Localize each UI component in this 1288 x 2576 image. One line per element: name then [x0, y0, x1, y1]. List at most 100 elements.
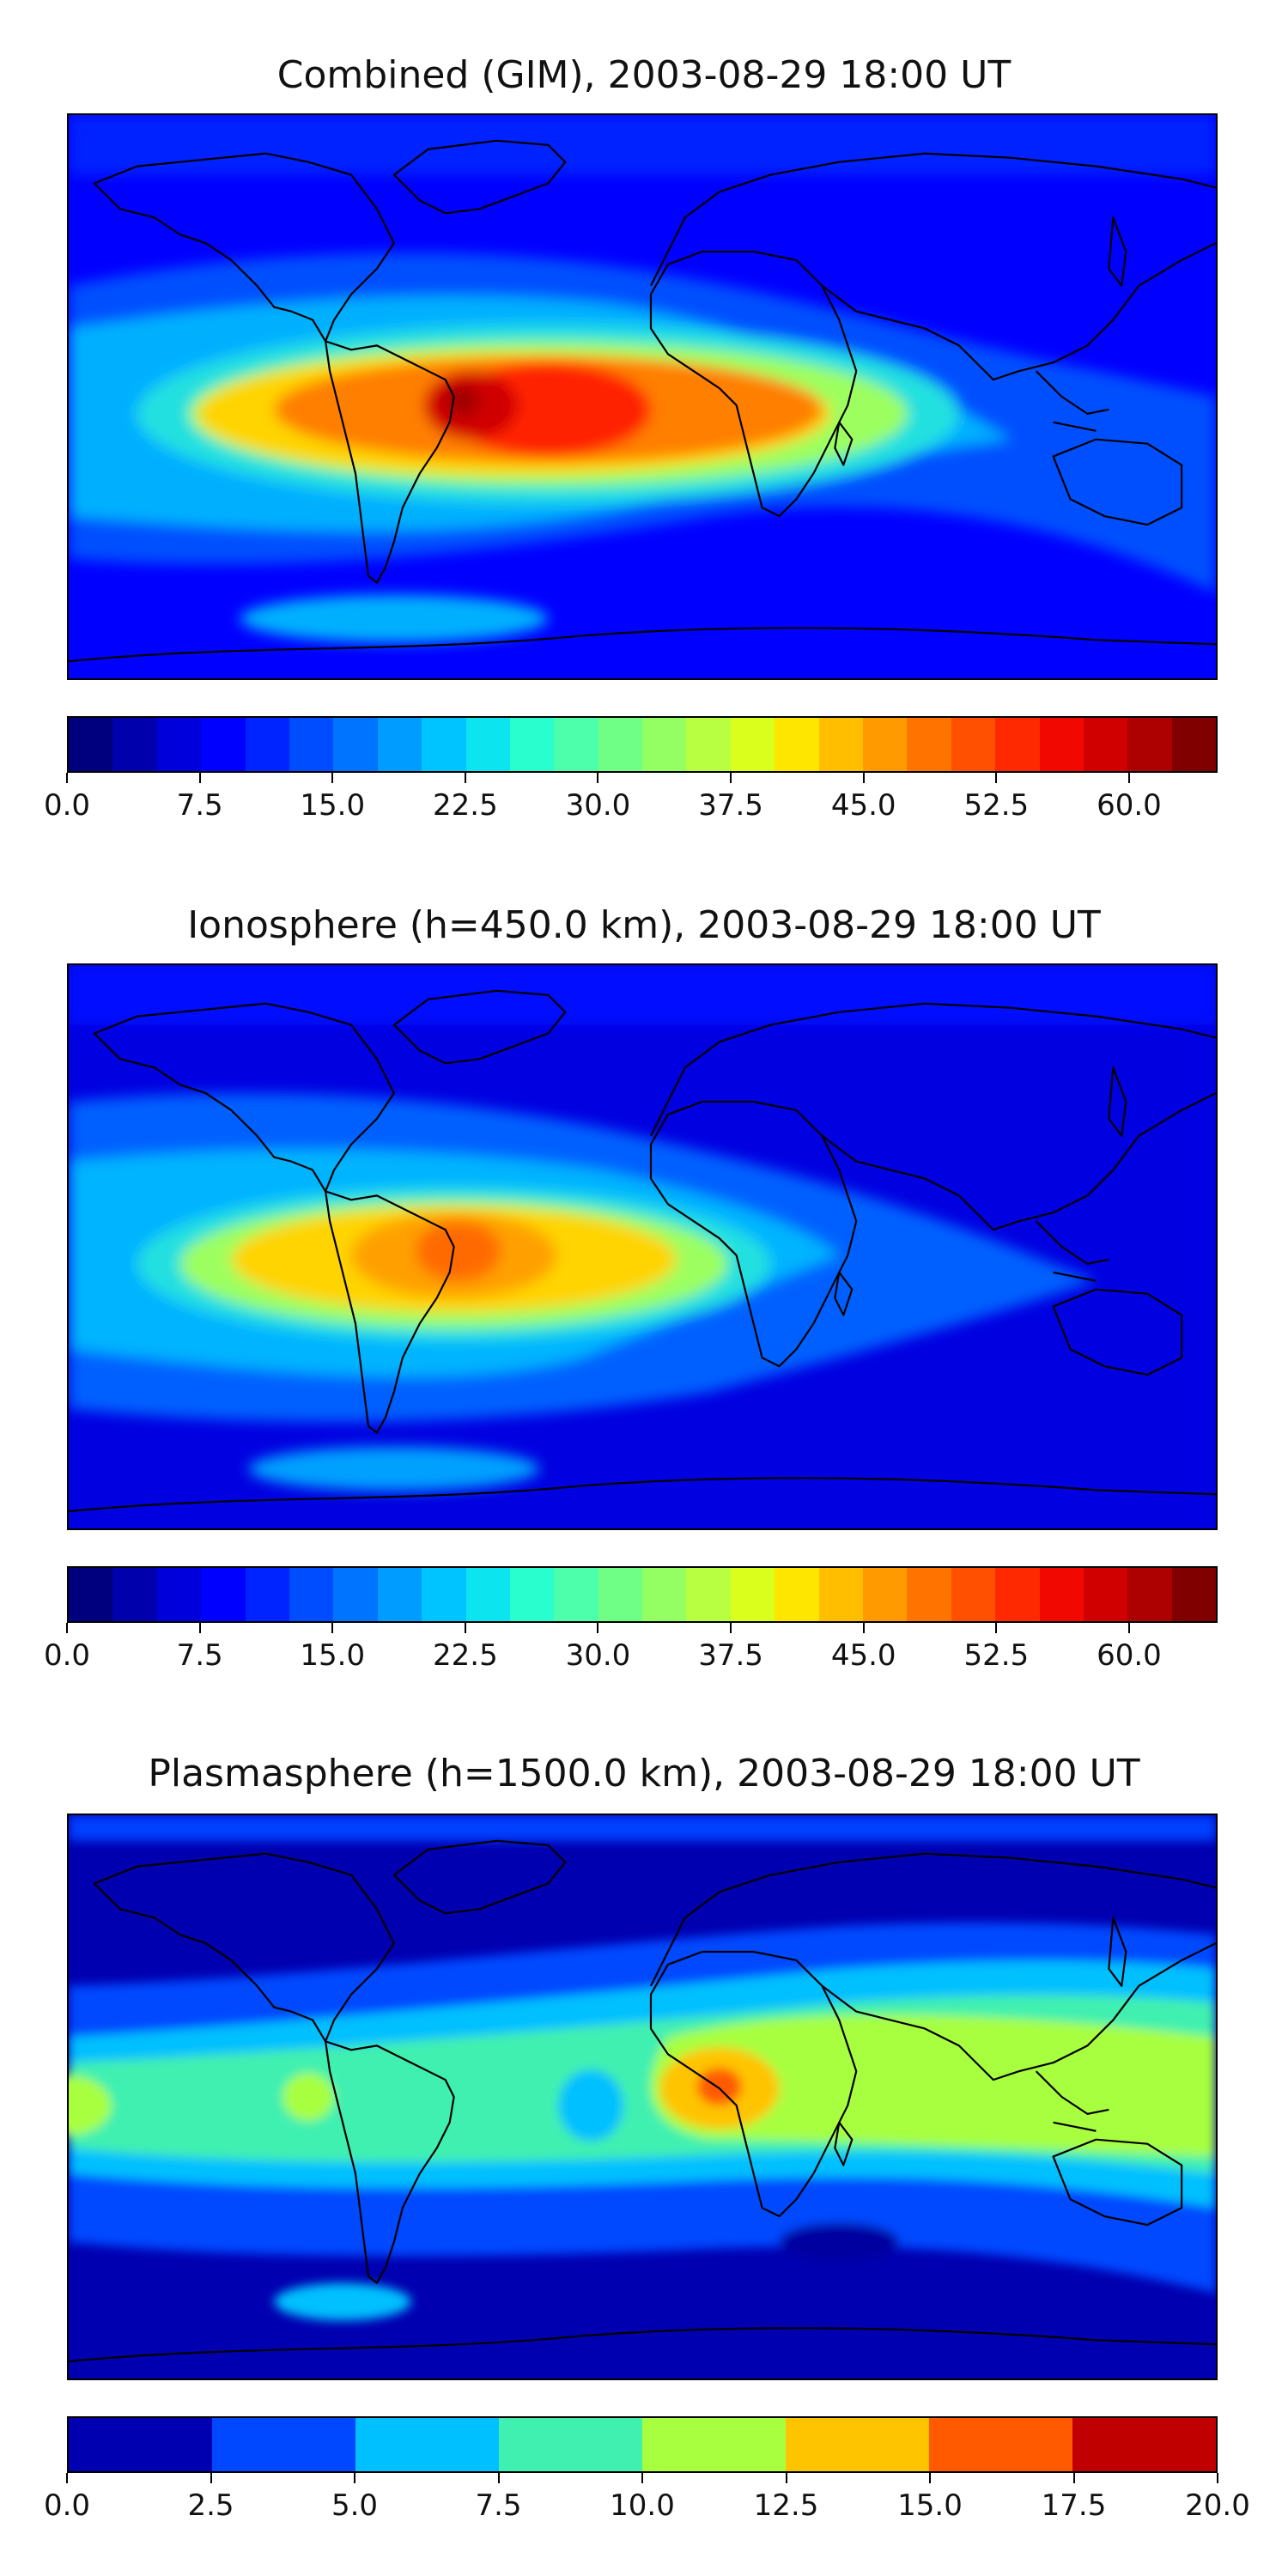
colorbar-tick-label: 45.0: [830, 1638, 896, 1673]
cbar-3-seg: [499, 2418, 642, 2471]
cbar-1-seg: [818, 718, 864, 771]
panel-2-map-svg: [69, 965, 1216, 1528]
cbar-1-seg: [509, 718, 555, 771]
colorbar-tick-label: 0.0: [43, 788, 91, 823]
cbar-1-seg: [995, 718, 1040, 771]
colorbar-tick-label: 7.5: [176, 788, 223, 823]
cbar-3-seg: [1072, 2418, 1216, 2471]
cbar-1-seg: [642, 718, 687, 771]
colorbar-tick-mark: [331, 1623, 334, 1633]
colorbar-tick-label: 37.5: [698, 1638, 763, 1673]
cbar-1-seg: [686, 718, 731, 771]
colorbar-tick-label: 17.5: [1041, 2488, 1107, 2523]
cbar-2-seg: [69, 1568, 113, 1621]
colorbar-tick-label: 30.0: [565, 788, 631, 823]
cbar-2-seg: [156, 1568, 202, 1621]
colorbar-tick-mark: [66, 773, 68, 783]
cbar-2-seg: [907, 1568, 951, 1621]
cbar-1-seg: [201, 718, 246, 771]
panel-3-hole: [558, 2069, 624, 2142]
cbar-2-seg: [686, 1568, 731, 1621]
cbar-2-seg: [730, 1568, 775, 1621]
panel-3-coastlines: [69, 1839, 1216, 2363]
cbar-2-seg: [289, 1568, 334, 1621]
cbar-1-seg: [69, 718, 113, 771]
colorbar-tick-mark: [66, 1623, 68, 1633]
cbar-1-seg: [554, 718, 598, 771]
cbar-1-seg: [156, 718, 202, 771]
colorbar-tick-mark: [198, 773, 201, 783]
cbar-1-seg: [245, 718, 289, 771]
colorbar-tick-mark: [641, 2473, 643, 2483]
colorbar-tick-label: 15.0: [300, 1638, 366, 1673]
cbar-1-seg: [1127, 718, 1172, 771]
panel-3-colorbar: [67, 2416, 1218, 2473]
cbar-2-seg: [333, 1568, 378, 1621]
colorbar-tick-label: 45.0: [830, 788, 896, 823]
cbar-1-seg: [289, 718, 334, 771]
colorbar-tick-mark: [198, 1623, 201, 1633]
cbar-2-seg: [509, 1568, 555, 1621]
cbar-1-seg: [730, 718, 775, 771]
colorbar-tick-mark: [1127, 773, 1130, 783]
panel-3-south-patch: [274, 2282, 411, 2321]
cbar-1-seg: [598, 718, 643, 771]
colorbar-tick-mark: [497, 2473, 500, 2483]
colorbar-tick-mark: [929, 2473, 931, 2483]
colorbar-tick-mark: [597, 1623, 599, 1633]
cbar-1-seg: [775, 718, 819, 771]
panel-3-small-patch: [283, 2073, 335, 2121]
panel-2-south-patch: [248, 1446, 540, 1492]
panel-3-west-patch: [69, 2075, 112, 2136]
cbar-3-seg: [929, 2418, 1072, 2471]
cbar-2-seg: [1083, 1568, 1128, 1621]
colorbar-tick-mark: [1072, 2473, 1075, 2483]
panel-3-east-band: [650, 2014, 1216, 2157]
colorbar-tick-label: 5.0: [331, 2488, 379, 2523]
panel-3-map-svg: [69, 1815, 1216, 2379]
colorbar-tick-label: 0.0: [43, 2488, 91, 2523]
cbar-1-seg: [377, 718, 422, 771]
colorbar-tick-label: 10.0: [610, 2488, 675, 2523]
panel-1-peak-core: [445, 386, 480, 416]
colorbar-tick-label: 60.0: [1097, 1638, 1162, 1673]
colorbar-tick-mark: [464, 1623, 466, 1633]
cbar-3-seg: [786, 2418, 929, 2471]
panel-2-coastlines: [69, 989, 1216, 1513]
cbar-1-seg: [112, 718, 157, 771]
panel-1-colorbar-ticks: 0.0 7.5 15.0 22.5 30.0 37.5 45.0 52.5 60.0: [44, 773, 1218, 823]
cbar-2-seg: [554, 1568, 598, 1621]
colorbar-tick-label: 52.5: [963, 1638, 1030, 1673]
colorbar-tick-label: 12.5: [753, 2488, 819, 2523]
cbar-1-seg: [333, 718, 378, 771]
colorbar-tick-mark: [862, 773, 865, 783]
colorbar-tick-label: 0.0: [43, 1638, 91, 1673]
colorbar-tick-mark: [66, 2473, 68, 2483]
cbar-1-seg: [907, 718, 951, 771]
colorbar-tick-mark: [730, 773, 732, 783]
colorbar-tick-mark: [730, 1623, 732, 1633]
colorbar-tick-mark: [597, 773, 599, 783]
panel-2-colorbar-ticks: 0.0 7.5 15.0 22.5 30.0 37.5 45.0 52.5 60.0: [44, 1623, 1218, 1673]
cbar-2-seg: [245, 1568, 289, 1621]
cbar-2-seg: [642, 1568, 687, 1621]
panel-1-title: Combined (GIM), 2003-08-29 18:00 UT: [276, 53, 1012, 97]
colorbar-tick-mark: [785, 2473, 787, 2483]
cbar-1-seg: [422, 718, 466, 771]
cbar-1-seg: [465, 718, 510, 771]
cbar-2-seg: [465, 1568, 510, 1621]
cbar-1-seg: [1171, 718, 1216, 771]
colorbar-tick-mark: [1217, 2473, 1218, 2483]
cbar-2-seg: [598, 1568, 643, 1621]
colorbar-tick-label: 60.0: [1097, 788, 1162, 823]
panel-3-north-strip: [69, 1815, 1216, 1841]
panel-3-title: Plasmasphere (h=1500.0 km), 2003-08-29 1…: [148, 1752, 1140, 1795]
colorbar-tick-mark: [354, 2473, 355, 2483]
panel-3-map: [67, 1814, 1218, 2380]
cbar-1-seg: [1039, 718, 1084, 771]
cbar-2-seg: [863, 1568, 908, 1621]
cbar-2-seg: [818, 1568, 864, 1621]
colorbar-tick-label: 2.5: [187, 2488, 234, 2523]
colorbar-tick-label: 7.5: [475, 2488, 522, 2523]
panel-1-coastlines: [69, 139, 1216, 663]
